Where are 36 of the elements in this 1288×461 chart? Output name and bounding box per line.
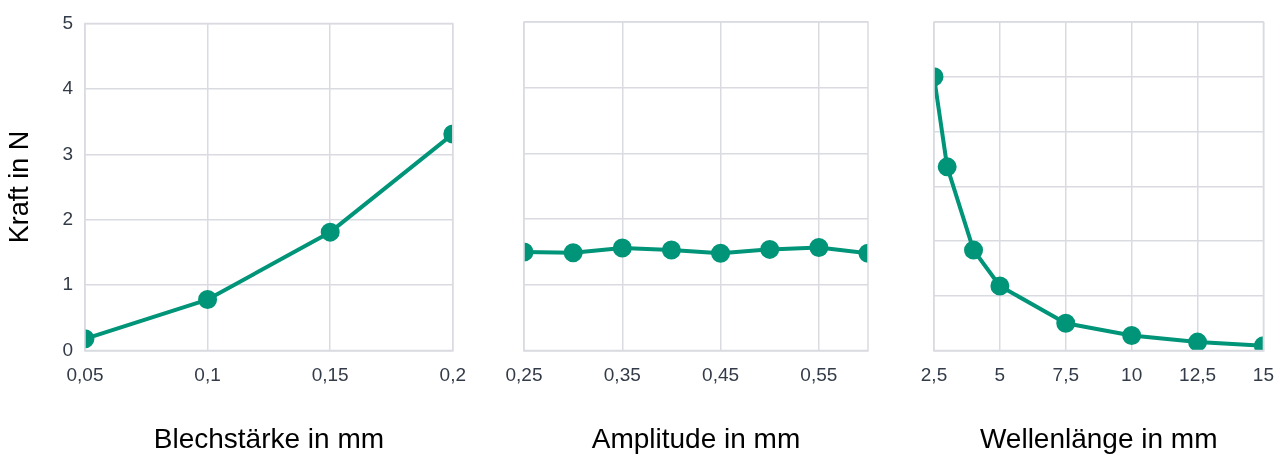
point <box>1056 313 1076 333</box>
x-tick-label: 15 <box>1252 364 1274 386</box>
point <box>990 276 1010 296</box>
x-tick-label: 0,2 <box>439 364 466 386</box>
x-tick-label: 0,15 <box>311 364 349 386</box>
x-tick-label: 0,35 <box>603 364 641 386</box>
x-tick-label: 10 <box>1121 364 1143 386</box>
x-axis-title: Blechstärke in mm <box>153 422 385 454</box>
y-tick-label: 5 <box>62 11 73 33</box>
x-tick-label: 0,1 <box>194 364 221 386</box>
point <box>661 240 681 260</box>
point <box>937 157 957 177</box>
x-tick-label: 12,5 <box>1179 364 1217 386</box>
y-tick-label: 3 <box>62 142 73 164</box>
x-tick-label: 0,05 <box>66 364 104 386</box>
x-tick-label: 7,5 <box>1052 364 1079 386</box>
y-tick-label: 4 <box>62 77 74 99</box>
y-axis-title: Kraft in N <box>3 130 34 244</box>
point <box>711 243 731 263</box>
x-tick-label: 5 <box>994 364 1006 386</box>
y-tick-label: 2 <box>62 207 73 229</box>
x-tick-label: 2,5 <box>920 364 948 386</box>
point <box>964 240 984 260</box>
x-axis-title: Wellenlänge in mm <box>979 422 1218 454</box>
point <box>563 243 583 263</box>
point <box>612 238 632 258</box>
x-tick-label: 0,55 <box>800 364 838 386</box>
y-tick-label: 1 <box>62 273 73 295</box>
point <box>1122 326 1142 346</box>
x-axis-title: Amplitude in mm <box>591 422 801 454</box>
y-tick-label: 0 <box>62 338 73 360</box>
x-tick-label: 0,45 <box>702 364 740 386</box>
point <box>1188 332 1208 351</box>
point <box>760 239 780 259</box>
point <box>809 237 829 257</box>
x-tick-label: 0,25 <box>505 364 543 386</box>
